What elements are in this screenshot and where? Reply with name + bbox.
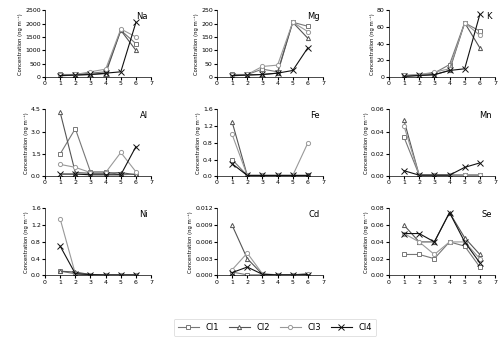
Y-axis label: Concentration (ng m⁻³): Concentration (ng m⁻³) (370, 13, 374, 74)
Y-axis label: Concentration (ng m⁻³): Concentration (ng m⁻³) (364, 211, 369, 273)
Text: Mn: Mn (479, 111, 492, 120)
Text: Ni: Ni (139, 210, 148, 219)
Y-axis label: Concentration (ng m⁻³): Concentration (ng m⁻³) (364, 112, 369, 174)
Y-axis label: Concentration (ng m⁻³): Concentration (ng m⁻³) (196, 112, 201, 174)
Legend: Cl1, Cl2, Cl3, Cl4: Cl1, Cl2, Cl3, Cl4 (174, 319, 376, 336)
Text: Se: Se (482, 210, 492, 219)
Text: Cd: Cd (308, 210, 320, 219)
Text: K: K (486, 12, 492, 21)
Y-axis label: Concentration (ng m⁻³): Concentration (ng m⁻³) (194, 13, 199, 74)
Text: Fe: Fe (310, 111, 320, 120)
Text: Al: Al (140, 111, 148, 120)
Text: Na: Na (136, 12, 148, 21)
Y-axis label: Concentration (ng m⁻³): Concentration (ng m⁻³) (18, 13, 23, 74)
Y-axis label: Concentration (ng m⁻³): Concentration (ng m⁻³) (24, 211, 29, 273)
Y-axis label: Concentration (ng m⁻³): Concentration (ng m⁻³) (24, 112, 29, 174)
Y-axis label: Concentration (ng m⁻³): Concentration (ng m⁻³) (188, 211, 193, 273)
Text: Mg: Mg (308, 12, 320, 21)
